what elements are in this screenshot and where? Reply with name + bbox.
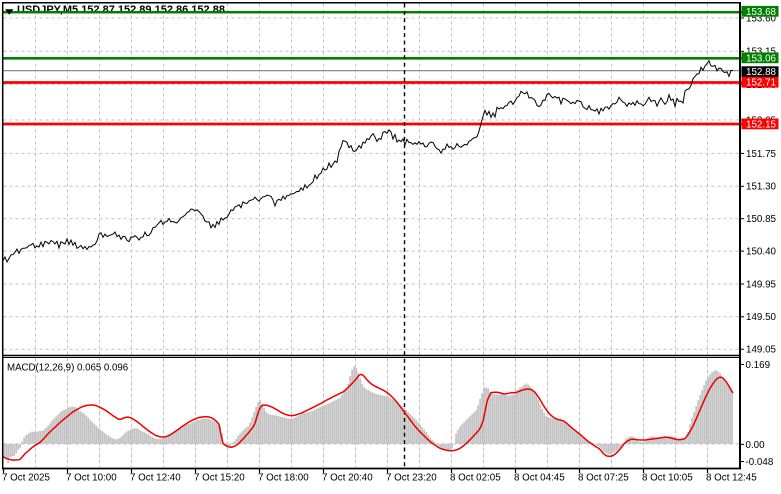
svg-text:153.06: 153.06 <box>746 53 777 64</box>
svg-text:7 Oct 10:00: 7 Oct 10:00 <box>66 473 117 484</box>
svg-text:0.169: 0.169 <box>746 360 771 371</box>
svg-text:7 Oct 15:20: 7 Oct 15:20 <box>194 473 245 484</box>
svg-text:153.60: 153.60 <box>746 13 777 24</box>
svg-text:8 Oct 02:05: 8 Oct 02:05 <box>450 473 501 484</box>
svg-text:8 Oct 12:45: 8 Oct 12:45 <box>706 473 757 484</box>
svg-text:153.15: 153.15 <box>746 47 777 58</box>
svg-text:152.88: 152.88 <box>746 67 777 78</box>
svg-text:7 Oct 18:00: 7 Oct 18:00 <box>258 473 309 484</box>
svg-text:151.30: 151.30 <box>746 182 777 193</box>
svg-text:149.50: 149.50 <box>746 312 777 323</box>
svg-text:8 Oct 04:45: 8 Oct 04:45 <box>514 473 565 484</box>
svg-text:149.95: 149.95 <box>746 279 777 290</box>
svg-text:-0.048: -0.048 <box>746 457 774 468</box>
svg-text:152.71: 152.71 <box>746 78 776 89</box>
svg-text:150.85: 150.85 <box>746 214 777 225</box>
svg-text:MACD(12,26,9) 0.065 0.096: MACD(12,26,9) 0.065 0.096 <box>7 362 128 373</box>
svg-text:7 Oct 2025: 7 Oct 2025 <box>2 473 50 484</box>
svg-text:7 Oct 12:40: 7 Oct 12:40 <box>130 473 181 484</box>
svg-text:7 Oct 20:40: 7 Oct 20:40 <box>322 473 373 484</box>
svg-text:149.05: 149.05 <box>746 345 777 356</box>
svg-text:150.40: 150.40 <box>746 247 777 258</box>
svg-text:152.15: 152.15 <box>746 119 777 130</box>
svg-text:0.00: 0.00 <box>746 440 766 451</box>
svg-text:8 Oct 10:05: 8 Oct 10:05 <box>642 473 693 484</box>
svg-text:USDJPY,M5 152.87 152.89 152.86: USDJPY,M5 152.87 152.89 152.86 152.88 <box>17 4 225 16</box>
svg-text:151.75: 151.75 <box>746 149 777 160</box>
svg-text:8 Oct 07:25: 8 Oct 07:25 <box>578 473 629 484</box>
svg-text:7 Oct 23:20: 7 Oct 23:20 <box>386 473 437 484</box>
svg-text:153.68: 153.68 <box>746 7 777 18</box>
